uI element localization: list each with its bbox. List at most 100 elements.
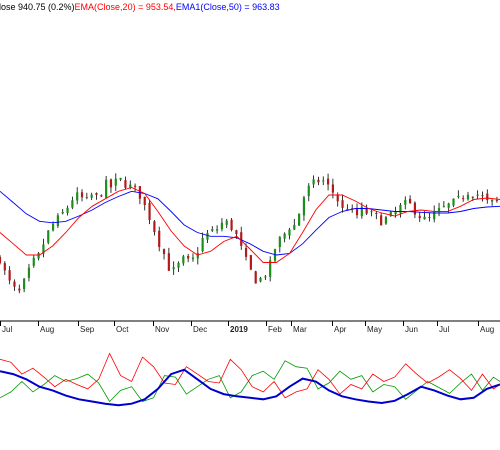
candle-body (71, 200, 74, 208)
candle-body (404, 199, 407, 205)
candle-body (288, 229, 291, 236)
candle-body (119, 177, 122, 180)
candle (148, 199, 151, 225)
candle-body (375, 212, 378, 214)
candle-body (259, 278, 262, 282)
candle-body (495, 200, 499, 202)
candle (476, 190, 479, 199)
candle (235, 229, 238, 239)
candle-body (129, 184, 132, 188)
candle-body (486, 193, 489, 201)
candle (138, 186, 142, 205)
candle-body (114, 178, 117, 186)
candle-body (32, 257, 35, 266)
oscillator-panel (0, 352, 500, 407)
candle-body (322, 180, 325, 182)
legend-ema50-text: EMA1(Close,50) = 963.83 (175, 2, 280, 12)
candle (66, 205, 69, 216)
candle (346, 204, 349, 211)
candle (389, 210, 392, 217)
candle (462, 195, 465, 202)
x-tick-label: Jun (405, 325, 418, 334)
candle-body (220, 222, 224, 230)
candle-body (254, 271, 257, 284)
candle (206, 229, 209, 244)
candle-body (452, 198, 455, 206)
candle (119, 177, 122, 182)
candle-body (95, 193, 98, 195)
candle (269, 256, 272, 282)
candle-body (153, 221, 156, 233)
candle-body (264, 276, 267, 278)
candle-body (317, 179, 320, 183)
candle-body (51, 223, 55, 231)
candle-body (177, 262, 180, 268)
candle (153, 220, 156, 236)
candle (384, 215, 388, 225)
candle (312, 175, 315, 188)
candle-body (133, 185, 137, 187)
candle (404, 196, 407, 210)
candle-body (143, 196, 146, 206)
candle (109, 178, 113, 193)
candle (61, 208, 64, 215)
candle-body (23, 278, 26, 290)
x-tick-label: Sep (80, 325, 95, 334)
candle-body (462, 198, 465, 200)
candle (95, 192, 98, 200)
candle-body (172, 267, 175, 270)
candle (442, 201, 445, 208)
candle (307, 183, 310, 202)
ema50-line (0, 190, 500, 256)
candle (211, 226, 214, 233)
candle (187, 253, 190, 263)
x-tick-label: Feb (268, 325, 282, 334)
candle-body (206, 232, 209, 240)
candle (23, 277, 26, 293)
candle (495, 196, 499, 203)
candle (428, 212, 431, 222)
x-tick-label: Oct (116, 325, 129, 334)
candle (18, 284, 21, 294)
candle (90, 192, 93, 201)
candle (380, 212, 383, 226)
candle (201, 232, 204, 253)
candle-body (27, 267, 31, 278)
candle-body (187, 256, 190, 259)
candle (85, 192, 88, 200)
candle-body (196, 252, 199, 259)
candle (491, 199, 494, 206)
candle (466, 191, 470, 201)
x-tick-label: Mar (293, 325, 307, 334)
candle-body (105, 179, 108, 198)
candle-body (423, 216, 426, 220)
candle (486, 189, 489, 204)
candle-body (240, 232, 243, 246)
candle (317, 176, 320, 186)
candle (191, 253, 195, 262)
candle-body (230, 219, 233, 230)
price-panel (0, 173, 500, 294)
candle (37, 252, 40, 261)
candle-body (225, 220, 228, 225)
candle-body (481, 195, 484, 197)
candle-body (365, 208, 368, 214)
candle-body (76, 192, 79, 201)
candle-body (413, 202, 417, 215)
candle-body (307, 185, 310, 197)
candle (298, 213, 301, 226)
candle (225, 218, 228, 229)
candle-body (42, 244, 45, 254)
candle-body (216, 229, 219, 231)
candle-body (293, 224, 296, 230)
x-tick-label: Aug (480, 325, 494, 334)
candle-body (471, 196, 474, 198)
x-tick-label: Nov (155, 325, 169, 334)
candle (196, 247, 199, 265)
candle (278, 236, 281, 253)
legend-close-text: lose 940.75 (0.2%) (0, 2, 75, 12)
candle (216, 225, 219, 234)
candle (32, 255, 35, 268)
candle (8, 266, 11, 285)
candle-body (47, 230, 50, 243)
